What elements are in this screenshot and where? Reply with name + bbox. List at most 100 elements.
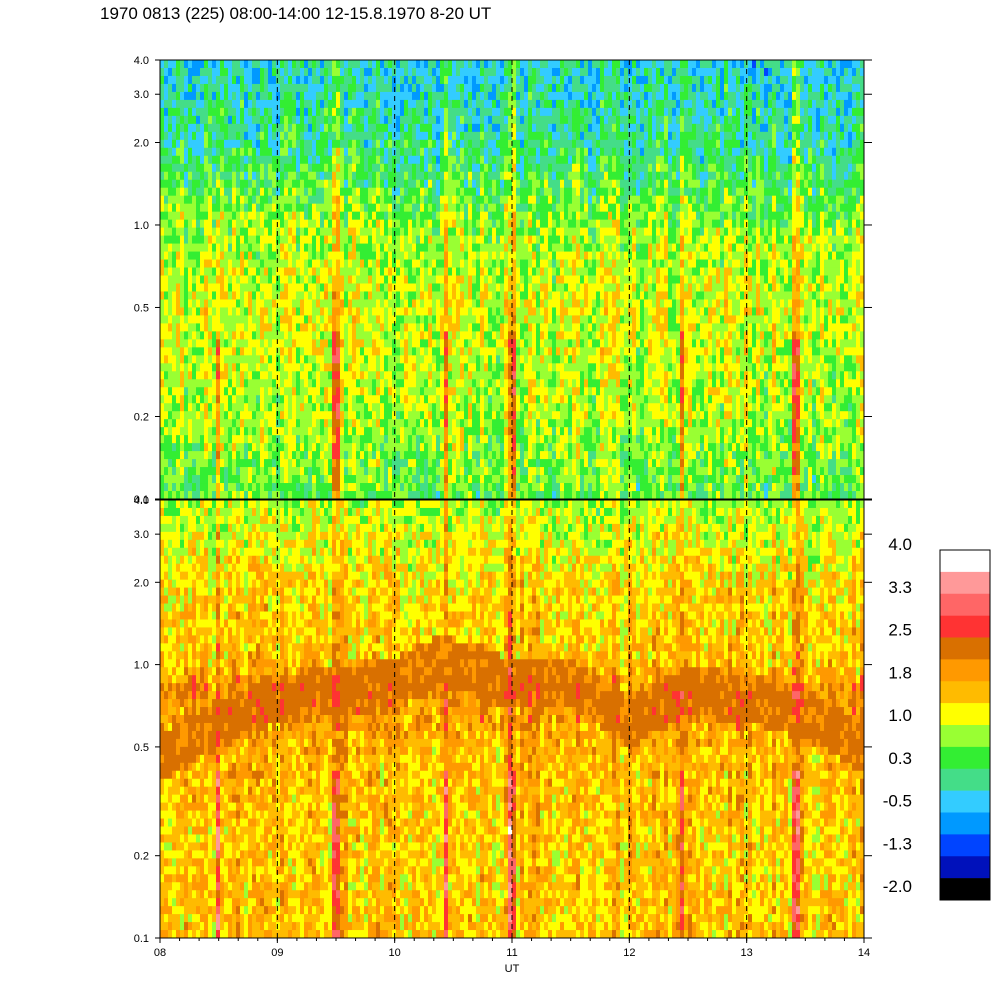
heatmap-cell: [248, 467, 253, 476]
heatmap-cell: [500, 219, 505, 229]
heatmap-cell: [256, 227, 261, 237]
heatmap-cell: [376, 299, 381, 308]
heatmap-cell: [400, 403, 405, 412]
heatmap-cell: [244, 83, 249, 93]
heatmap-cell: [380, 259, 385, 269]
heatmap-cell: [380, 395, 385, 404]
heatmap-cell: [276, 451, 281, 460]
heatmap-cell: [236, 115, 241, 125]
heatmap-cell: [412, 67, 417, 77]
heatmap-cell: [248, 83, 253, 93]
heatmap-cell: [264, 115, 269, 125]
heatmap-cell: [292, 427, 297, 436]
heatmap-cell: [184, 60, 189, 69]
heatmap-cell: [184, 427, 189, 436]
heatmap-cell: [180, 219, 185, 229]
heatmap-cell: [452, 291, 457, 300]
heatmap-cell: [476, 483, 481, 492]
heatmap-cell: [160, 467, 165, 476]
heatmap-cell: [468, 467, 473, 476]
heatmap-cell: [256, 387, 261, 396]
heatmap-cell: [416, 379, 421, 388]
heatmap-cell: [304, 299, 309, 308]
heatmap-cell: [168, 459, 173, 468]
heatmap-cell: [180, 403, 185, 412]
heatmap-cell: [172, 331, 177, 340]
heatmap-cell: [292, 107, 297, 117]
heatmap-cell: [516, 483, 521, 492]
heatmap-cell: [316, 123, 321, 133]
heatmap-cell: [220, 131, 225, 141]
heatmap-cell: [320, 267, 325, 277]
heatmap-cell: [276, 187, 281, 197]
heatmap-cell: [344, 363, 349, 372]
heatmap-cell: [468, 331, 473, 340]
heatmap-cell: [288, 467, 293, 476]
heatmap-cell: [364, 275, 369, 284]
heatmap-cell: [516, 147, 521, 157]
heatmap-cell: [404, 419, 409, 428]
heatmap-cell: [300, 443, 305, 452]
heatmap-cell: [516, 115, 521, 125]
heatmap-cell: [448, 195, 453, 205]
heatmap-cell: [404, 299, 409, 308]
heatmap-cell: [408, 403, 413, 412]
heatmap-cell: [240, 331, 245, 340]
heatmap-cell: [256, 395, 261, 404]
heatmap-cell: [352, 291, 357, 300]
heatmap-cell: [180, 475, 185, 484]
heatmap-cell: [364, 451, 369, 460]
heatmap-cell: [240, 219, 245, 229]
heatmap-cell: [204, 99, 209, 109]
heatmap-cell: [340, 275, 345, 284]
heatmap-cell: [520, 131, 525, 141]
heatmap-cell: [408, 467, 413, 476]
heatmap-cell: [244, 139, 249, 149]
heatmap-cell: [424, 467, 429, 476]
heatmap-cell: [164, 203, 169, 213]
heatmap-cell: [308, 395, 313, 404]
heatmap-cell: [292, 283, 297, 292]
heatmap-cell: [284, 331, 289, 340]
heatmap-cell: [368, 179, 373, 189]
heatmap-cell: [404, 355, 409, 364]
heatmap-cell: [416, 83, 421, 93]
heatmap-cell: [504, 179, 509, 189]
heatmap-cell: [264, 483, 269, 492]
heatmap-cell: [336, 179, 341, 189]
heatmap-cell: [520, 60, 525, 69]
heatmap-cell: [512, 179, 517, 189]
heatmap-cell: [312, 211, 317, 221]
heatmap-cell: [424, 427, 429, 436]
heatmap-cell: [476, 411, 481, 420]
heatmap-cell: [340, 219, 345, 229]
heatmap-cell: [320, 211, 325, 221]
heatmap-cell: [204, 291, 209, 300]
heatmap-cell: [204, 251, 209, 261]
heatmap-cell: [280, 435, 285, 444]
heatmap-cell: [424, 259, 429, 269]
heatmap-cell: [328, 115, 333, 125]
heatmap-cell: [472, 67, 477, 77]
heatmap-cell: [516, 219, 521, 229]
heatmap-cell: [220, 451, 225, 460]
heatmap-cell: [456, 187, 461, 197]
heatmap-cell: [496, 347, 501, 356]
heatmap-cell: [308, 267, 313, 277]
heatmap-cell: [372, 275, 377, 284]
heatmap-cell: [320, 323, 325, 332]
heatmap-cell: [204, 443, 209, 452]
heatmap-cell: [496, 267, 501, 277]
heatmap-cell: [356, 347, 361, 356]
heatmap-cell: [464, 411, 469, 420]
heatmap-cell: [236, 315, 241, 324]
heatmap-cell: [376, 115, 381, 125]
heatmap-cell: [252, 315, 257, 324]
heatmap-cell: [412, 171, 417, 181]
heatmap-cell: [284, 275, 289, 284]
heatmap-cell: [196, 443, 201, 452]
heatmap-cell: [172, 443, 177, 452]
heatmap-cell: [508, 155, 513, 165]
heatmap-cell: [184, 411, 189, 420]
heatmap-cell: [472, 203, 477, 213]
